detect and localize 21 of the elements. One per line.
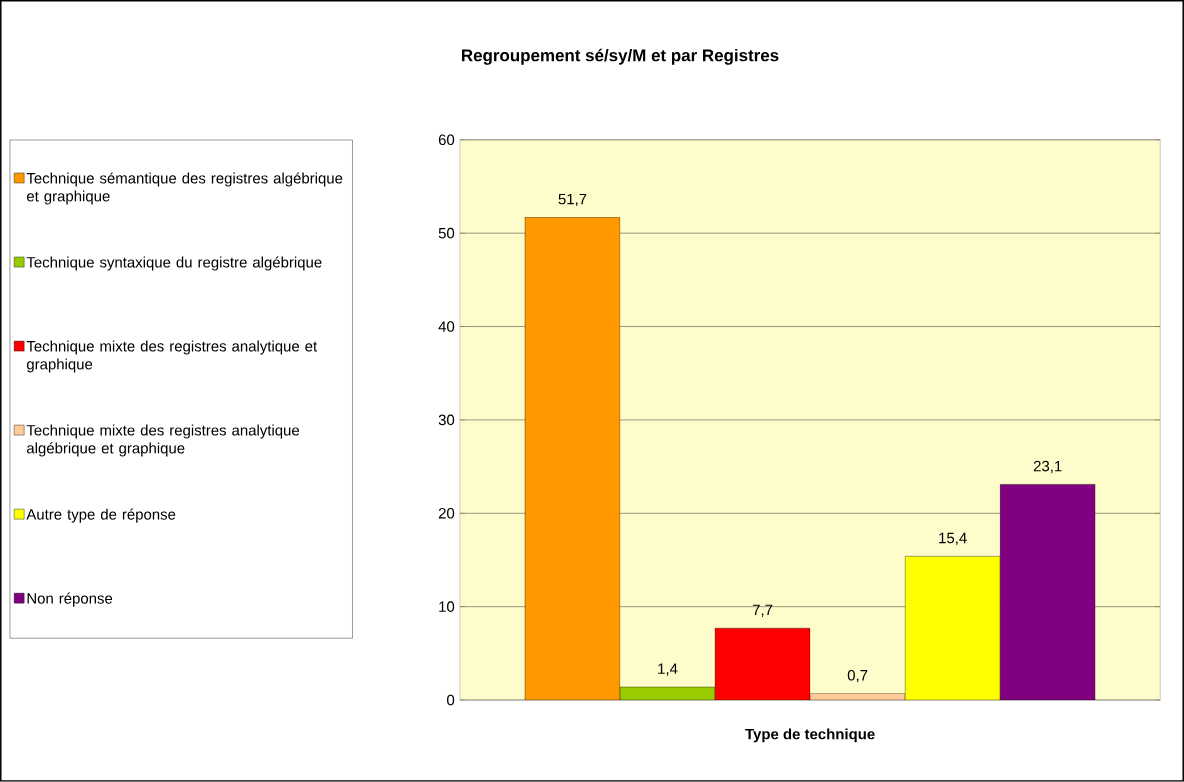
x-axis-title: Type de technique [745,728,875,743]
y-tick-label: 10 [439,601,455,613]
legend-label: Non réponse [27,592,113,607]
y-tick-label: 50 [438,227,455,239]
legend-label: Technique syntaxique du registre algébrique [26,256,322,271]
y-tick-label: 0 [447,694,455,706]
data-label: 15,4 [939,532,967,546]
legend-label: Technique mixte des registres analytique algébrique et graphique [26,424,300,457]
y-tick-label: 30 [438,414,455,426]
y-tick-label: 40 [438,321,455,332]
legend-label: Technique mixte des registres analytique et graphique [26,340,318,373]
chart-title: Regroupement sé/sy/M et par Registres [462,48,779,65]
data-label: 23,1 [1033,460,1062,474]
y-tick-label: 20 [438,508,455,519]
data-label: 0,7 [847,670,868,683]
data-label: 51,7 [558,194,587,207]
legend-label: Technique sémantique des registres algébrique et graphique [26,172,343,205]
legend-label: Autre type de réponse [26,508,176,523]
y-tick-label: 60 [438,134,455,146]
data-label: 7,7 [752,604,773,618]
data-label: 1,4 [658,663,678,676]
